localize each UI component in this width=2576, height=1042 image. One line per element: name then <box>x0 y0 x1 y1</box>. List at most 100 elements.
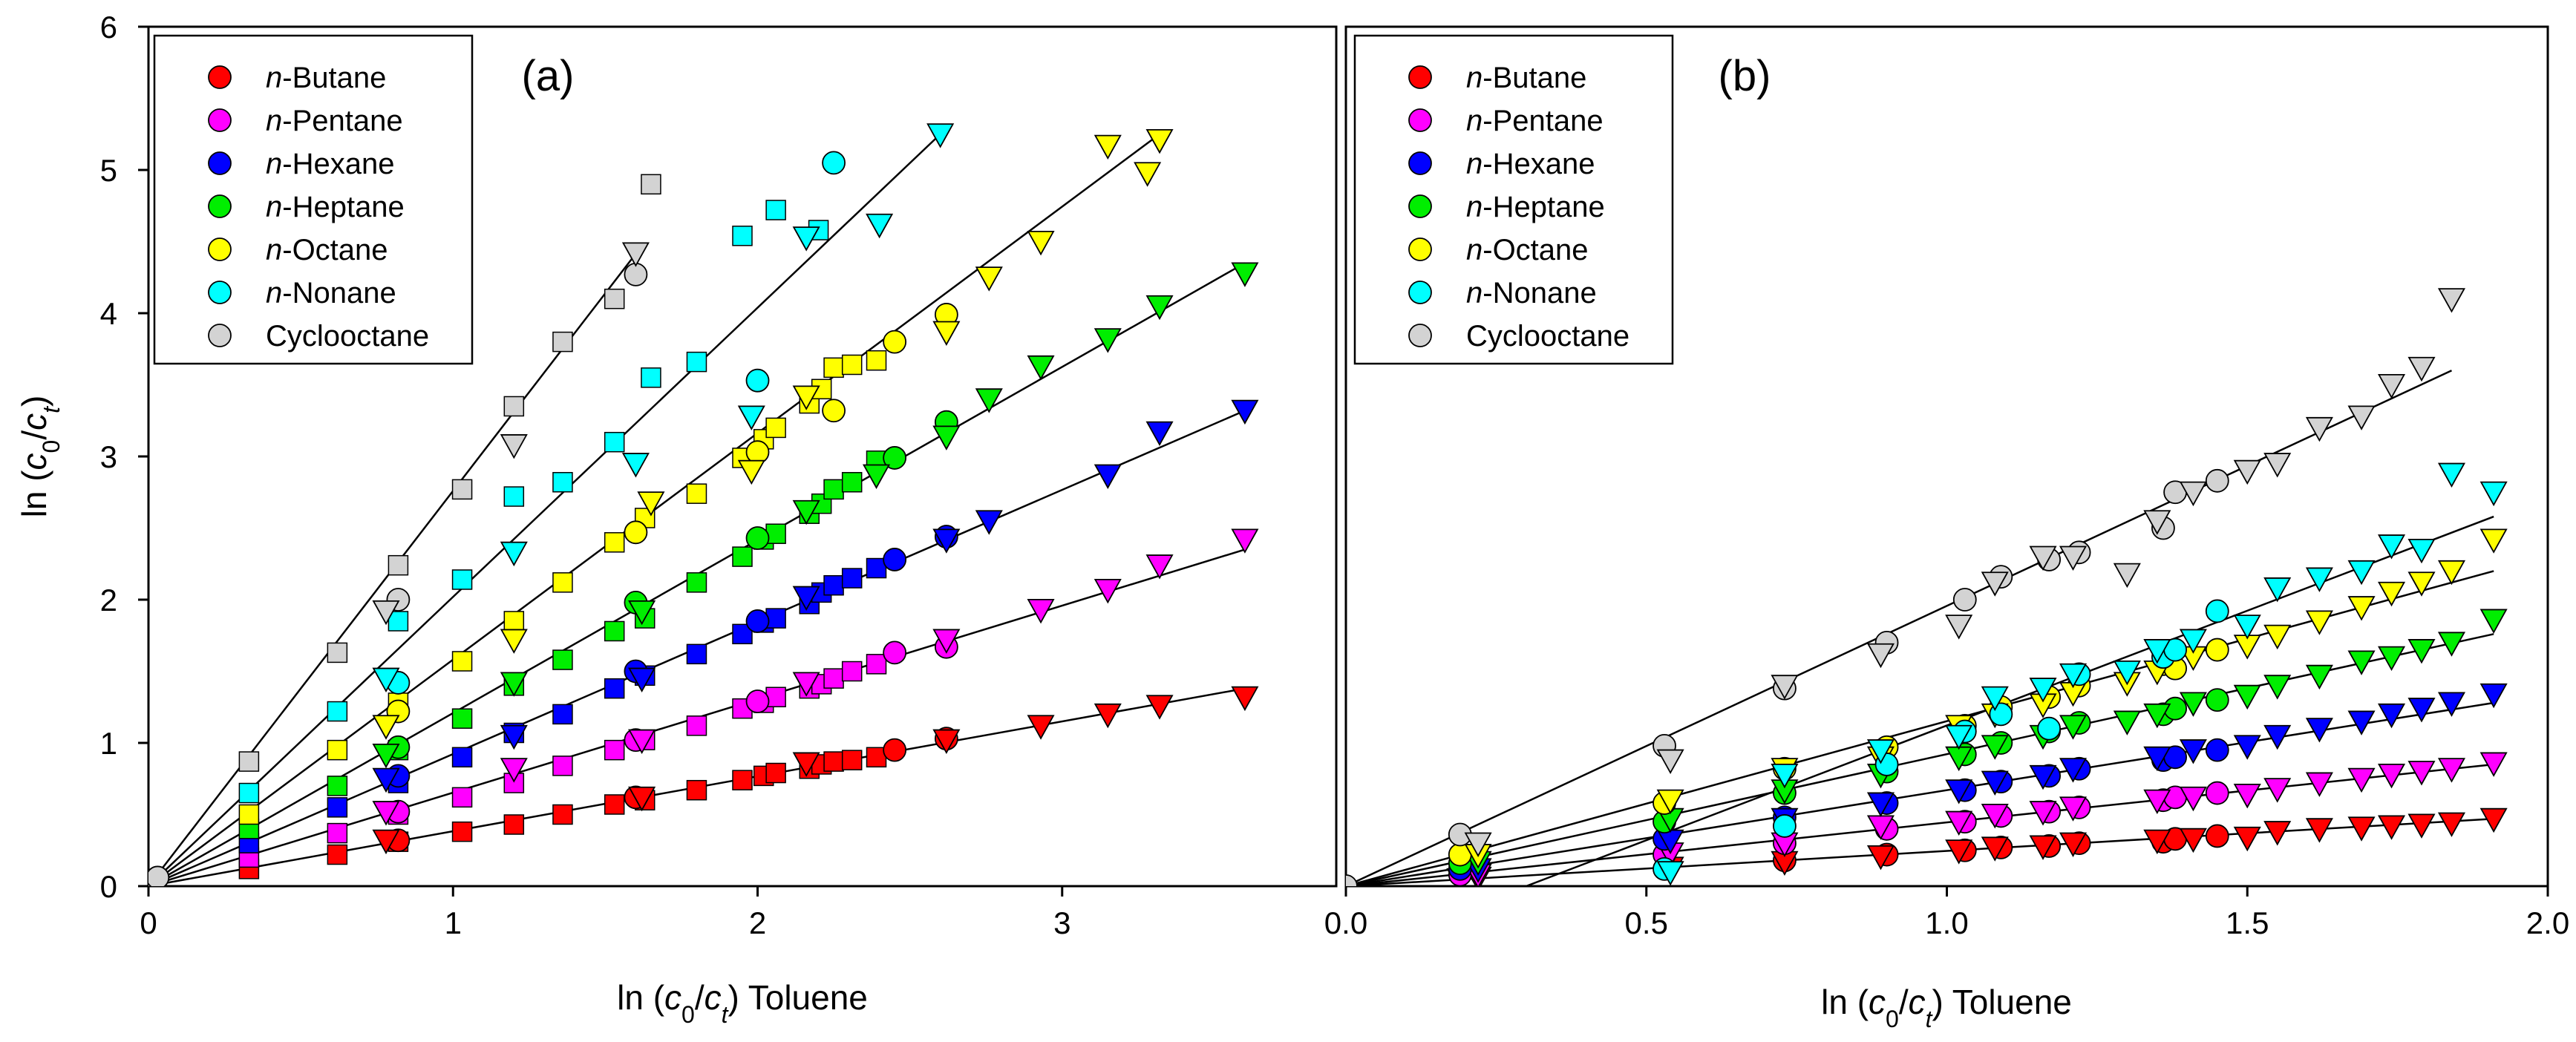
panel-a-point-square-n-heptane <box>823 479 844 500</box>
panel-a-legend-marker-n-octane <box>208 237 232 261</box>
panel-b-fit-line-n-octane <box>1346 570 2494 886</box>
panel-b-legend-marker-n-butane <box>1408 65 1432 89</box>
panel-b-point-triangle-n-nonane <box>2113 661 2141 686</box>
panel-b-point-circle-n-nonane <box>1773 814 1797 838</box>
panel-a-point-triangle-cyclooctane <box>500 434 528 459</box>
panel-a-point-circle-n-pentane <box>883 640 907 665</box>
panel-a-point-square-n-pentane <box>327 822 348 844</box>
panel-a-point-triangle-n-pentane <box>1231 528 1259 554</box>
panel-b-label: (b) <box>1719 52 1771 100</box>
panel-b-legend-box <box>1353 34 1674 365</box>
panel-a-point-square-n-heptane <box>604 620 625 642</box>
panel-a-point-triangle-n-hexane <box>1094 464 1122 489</box>
panel-b-point-triangle-cyclooctane <box>2143 510 2171 535</box>
panel-b-point-triangle-n-heptane <box>2143 703 2171 729</box>
panel-b-point-circle-n-octane <box>2205 638 2229 662</box>
panel-a-y-tick-label: 3 <box>100 439 117 474</box>
panel-a-point-square-n-hexane <box>841 568 863 589</box>
panel-b-legend-label-n-pentane: n-Pentane <box>1466 105 1604 137</box>
panel-b-point-triangle-n-heptane <box>2233 684 2261 710</box>
panel-a-point-square-n-nonane <box>732 226 753 246</box>
panel-a-point-triangle-n-octane <box>500 629 528 654</box>
panel-a-point-triangle-n-heptane <box>500 672 528 697</box>
panel-a-point-triangle-n-nonane <box>500 541 528 567</box>
panel-b-point-circle-n-nonane <box>2037 716 2062 741</box>
panel-b-point-triangle-n-hexane <box>2437 692 2466 717</box>
panel-a-point-square-n-butane <box>604 794 625 815</box>
panel-b-point-triangle-n-octane <box>2437 560 2466 586</box>
panel-a-point-triangle-n-hexane <box>1145 421 1174 447</box>
panel-a-point-square-n-hexane <box>823 574 844 596</box>
panel-a-point-triangle-n-butane <box>628 786 656 812</box>
panel-a-point-triangle-n-hexane <box>372 767 400 793</box>
panel-a-point-square-n-octane <box>686 483 707 504</box>
panel-a-x-tick-label: 0 <box>140 905 157 940</box>
panel-a-legend-marker-n-heptane <box>208 194 232 218</box>
panel-b-point-triangle-n-heptane <box>2059 715 2088 740</box>
panel-a-y-tick-label: 2 <box>100 583 117 617</box>
panel-b-point-triangle-n-heptane <box>2305 664 2333 690</box>
panel-a-point-circle-n-pentane <box>745 689 770 713</box>
panel-a-point-triangle-n-pentane <box>1145 554 1174 580</box>
panel-b-point-triangle-n-octane <box>1656 789 1684 815</box>
panel-b-point-triangle-n-butane <box>1866 845 1895 871</box>
panel-b-point-triangle-n-pentane <box>2437 758 2466 783</box>
panel-a-point-square-n-butane <box>732 770 753 790</box>
panel-b-point-triangle-n-nonane <box>2437 462 2466 488</box>
panel-a-point-triangle-n-butane <box>792 752 820 777</box>
panel-a-point-circle-n-heptane <box>745 526 770 550</box>
panel-a-point-square-n-hexane <box>552 704 573 725</box>
panel-a-point-square-n-pentane <box>823 668 844 689</box>
panel-a-point-square-n-octane <box>552 572 573 593</box>
panel-a-point-square-n-butane <box>503 814 525 835</box>
panel-b-point-triangle-cyclooctane <box>2347 405 2376 430</box>
panel-b-point-circle-n-pentane <box>2205 781 2229 805</box>
panel-a-point-square-n-pentane <box>451 787 473 808</box>
panel-b-point-triangle-cyclooctane <box>2263 453 2292 478</box>
panel-b-point-triangle-n-nonane <box>2029 678 2057 703</box>
panel-a-point-triangle-n-heptane <box>372 743 400 769</box>
panel-b-point-triangle-n-pentane <box>2179 786 2207 812</box>
panel-a-point-triangle-n-pentane <box>372 801 400 826</box>
panel-b-point-triangle-n-butane <box>2407 813 2436 839</box>
panel-b-point-triangle-n-hexane <box>2143 746 2171 772</box>
panel-b-point-triangle-n-butane <box>2437 812 2466 837</box>
panel-b-point-triangle-n-pentane <box>2143 789 2171 815</box>
panel-a-point-circle-n-nonane <box>745 368 770 393</box>
panel-a-point-square-n-butane <box>866 747 887 768</box>
panel-b-point-triangle-cyclooctane <box>2059 545 2088 571</box>
panel-b-point-triangle-n-octane <box>2347 596 2376 621</box>
panel-b-point-circle-cyclooctane <box>1346 874 1358 886</box>
panel-a-point-triangle-n-hexane <box>932 528 961 554</box>
panel-b-point-triangle-n-hexane <box>2059 758 2088 783</box>
panel-b-point-triangle-cyclooctane <box>2029 545 2057 571</box>
panel-b-point-triangle-n-butane <box>2143 829 2171 855</box>
panel-a-point-triangle-n-pentane <box>792 672 820 697</box>
panel-a-legend-marker-n-butane <box>208 65 232 89</box>
panel-b-point-triangle-n-pentane <box>2059 796 2088 822</box>
panel-a-point-triangle-n-hexane <box>628 667 656 693</box>
panel-a-point-square-n-octane <box>866 350 887 371</box>
panel-b-point-triangle-n-hexane <box>2378 703 2406 729</box>
panel-a-point-triangle-n-butane <box>932 729 961 754</box>
panel-b-point-triangle-n-nonane <box>2143 639 2171 664</box>
panel-b-point-triangle-n-nonane <box>1771 763 1799 789</box>
panel-b-point-triangle-n-hexane <box>2407 698 2436 723</box>
panel-a-point-triangle-cyclooctane <box>372 600 400 626</box>
panel-b-point-triangle-cyclooctane <box>2113 563 2141 589</box>
panel-b-fit-line-n-heptane <box>1346 633 2494 886</box>
panel-b-point-triangle-n-nonane <box>1981 686 2009 712</box>
panel-a-legend-label-cyclooctane: Cyclooctane <box>266 320 429 353</box>
panel-a-point-triangle-n-octane <box>737 459 765 485</box>
panel-b-point-triangle-cyclooctane <box>1464 832 1492 857</box>
panel-a-point-square-n-octane <box>604 532 625 553</box>
panel-b-point-triangle-n-octane <box>2407 571 2436 597</box>
panel-b-point-triangle-cyclooctane <box>2305 416 2333 442</box>
panel-b-point-triangle-n-nonane <box>2179 629 2207 654</box>
chart-panel-b: 0.0 0.5 1.0 1.5 2.0 ln (c0/ct) Toluene (b) n-Bu… <box>1324 25 2569 1032</box>
panel-a-point-circle-n-hexane <box>745 609 770 633</box>
panel-b-point-triangle-cyclooctane <box>1866 643 1895 669</box>
panel-a-point-square-n-octane <box>451 651 473 672</box>
panel-a-y-tick-label: 1 <box>100 726 117 761</box>
panel-b-point-circle-cyclooctane <box>1952 588 1977 612</box>
